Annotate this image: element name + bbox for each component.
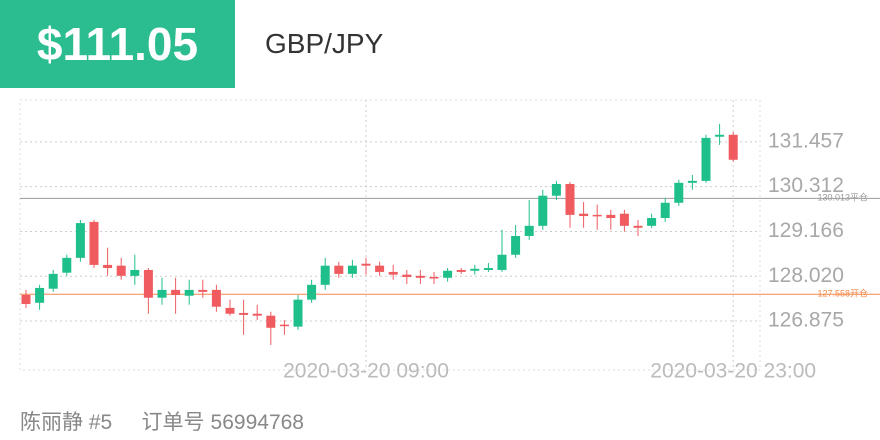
chart: 126.875 128.020 129.166 130.312 131.457 2020-…	[19, 99, 880, 383]
candle-body	[334, 265, 344, 274]
x-tick-label: 2020-03-20 09:00	[283, 360, 449, 383]
candle-body	[538, 195, 548, 226]
candle-body	[307, 284, 317, 300]
candle-body	[89, 221, 99, 265]
ref-label: 127.558开仓	[817, 288, 868, 299]
candle-body	[239, 312, 249, 315]
candle-body	[293, 299, 303, 327]
order-id: 56994768	[210, 411, 304, 434]
candle-body	[361, 263, 371, 266]
candle-body	[551, 184, 561, 196]
candle-body	[497, 254, 507, 270]
candle-body	[143, 269, 153, 298]
candle-body	[130, 269, 140, 276]
candle-body	[184, 289, 194, 296]
candle-body	[347, 265, 357, 274]
candle-body	[116, 265, 126, 276]
candle-body	[728, 134, 738, 160]
candle-body	[647, 218, 657, 226]
order-label: 订单号	[141, 411, 205, 434]
candle-body	[483, 268, 493, 270]
candle-body	[579, 213, 589, 217]
pair: GBP/JPY	[265, 28, 384, 59]
candle-body	[443, 270, 453, 278]
candle-body	[619, 213, 629, 226]
user-name: 陈丽静 #5	[20, 411, 113, 434]
y-tick-label: 131.457	[768, 129, 844, 152]
candle-body	[157, 289, 167, 298]
candle-body	[415, 275, 425, 278]
candle-body	[524, 225, 534, 236]
ref-label: 130.013平仓	[817, 192, 868, 203]
candle-body	[21, 294, 31, 304]
price: $111.05	[0, 0, 235, 88]
y-tick-label: 126.875	[768, 309, 844, 332]
y-tick-label: 130.312	[768, 174, 844, 197]
y-tick-label: 128.020	[768, 264, 844, 287]
candle-body	[687, 180, 697, 183]
candle-body	[211, 289, 221, 307]
candle-body	[592, 214, 602, 217]
candle-body	[103, 264, 113, 269]
candle-body	[171, 289, 181, 295]
candle-body	[565, 184, 575, 215]
candle-body	[402, 274, 412, 278]
candle-body	[320, 265, 330, 285]
candle-body	[35, 287, 45, 303]
candle-body	[456, 269, 466, 272]
candle-body	[715, 134, 725, 137]
plot-frame	[19, 99, 761, 371]
candle-body	[48, 273, 58, 289]
candle-body	[660, 202, 670, 219]
candle-body	[633, 225, 643, 228]
candle-body	[429, 277, 439, 279]
candle-body	[606, 214, 616, 219]
candle-body	[701, 137, 711, 181]
candle-body	[674, 182, 684, 203]
candle-body	[198, 289, 208, 292]
candle-body	[511, 235, 521, 255]
candle-body	[266, 315, 276, 328]
candle-body	[470, 268, 480, 271]
footer: 陈丽静 #5 订单号 56994768	[20, 406, 310, 436]
candle-body	[225, 307, 235, 314]
candle-body	[62, 257, 72, 273]
candle-body	[388, 271, 398, 275]
candle-body	[252, 313, 262, 316]
y-tick-label: 129.166	[768, 219, 844, 242]
candle-body	[75, 223, 85, 258]
candle-body	[375, 265, 385, 272]
x-tick-label: 2020-03-20 23:00	[650, 360, 816, 383]
candle-body	[279, 324, 289, 327]
